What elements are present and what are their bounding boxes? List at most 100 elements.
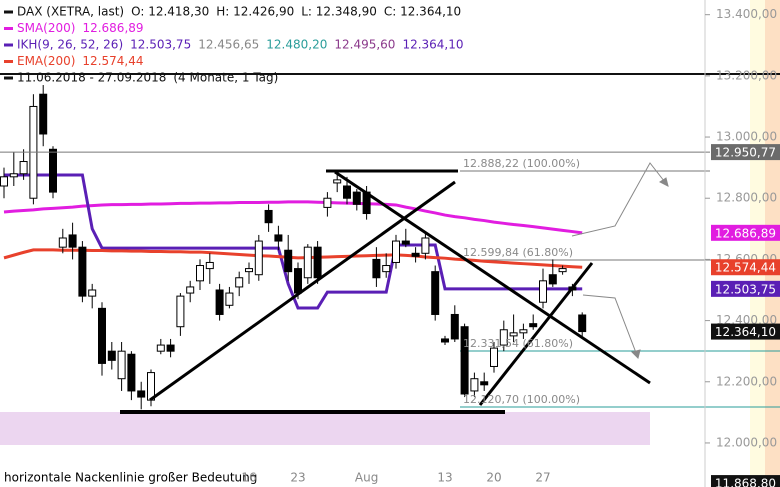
candle-body xyxy=(372,258,381,279)
trend-line xyxy=(478,262,594,406)
candle-body xyxy=(352,191,361,205)
candle-body xyxy=(313,246,322,279)
candle-body xyxy=(58,237,67,248)
candle-body xyxy=(127,353,136,392)
session-strip xyxy=(765,0,780,487)
candle-body xyxy=(88,289,97,297)
candle-body xyxy=(186,286,195,294)
price-badge-label: 12.574,44 xyxy=(715,261,776,275)
header-text: C: 12.364,10 xyxy=(384,5,461,19)
header-text: DAX (XETRA, last) xyxy=(17,5,124,19)
header-text: O: 12.418,30 xyxy=(131,5,209,19)
header-text: 11.06.2018 - 27.09.2018 xyxy=(17,71,166,85)
candle-body xyxy=(460,326,469,395)
candle-body xyxy=(117,350,126,380)
y-tick-label: 13.400,00 xyxy=(716,7,777,21)
arrows xyxy=(571,162,669,359)
candle-body xyxy=(529,323,538,328)
trend-line xyxy=(149,180,456,402)
candle-body xyxy=(509,332,518,337)
fib-label: 12.120,70 (100.00%) xyxy=(463,393,580,406)
candle-body xyxy=(558,268,567,273)
header: DAX (XETRA, last) O: 12.418,30 H: 12.426,9… xyxy=(4,5,464,85)
candle-body xyxy=(274,234,283,242)
support-zone xyxy=(0,412,650,445)
x-tick-label: 27 xyxy=(535,471,550,485)
price-badge xyxy=(711,475,780,487)
y-tick-label: 13.200,00 xyxy=(716,68,777,82)
drawings xyxy=(120,169,651,414)
candle-body xyxy=(205,261,214,270)
header-text: EMA(200) xyxy=(17,54,75,68)
candle-body xyxy=(98,307,106,364)
x-tick-label: Aug xyxy=(355,471,378,485)
candle-body xyxy=(401,240,410,245)
price-badge-label: 11.868,80 xyxy=(715,477,776,487)
arrow-head xyxy=(659,177,669,187)
candle-body xyxy=(490,347,498,367)
candle-body xyxy=(411,252,420,257)
y-tick-label: 13.000,00 xyxy=(716,130,777,144)
price-badge xyxy=(711,323,780,340)
fib-label: 12.331,54 (61.80%) xyxy=(463,337,573,350)
candle-body xyxy=(78,246,87,297)
note: horizontale Nackenlinie großer Bedeutung xyxy=(4,471,257,485)
candle-body xyxy=(39,93,48,135)
price-badge-label: 12.686,89 xyxy=(715,226,776,240)
candle-body xyxy=(166,344,175,352)
candle-body xyxy=(519,329,528,334)
candle-body xyxy=(539,280,547,303)
candle-body xyxy=(578,314,587,333)
indicator-line xyxy=(4,173,583,310)
candle-body xyxy=(450,313,459,340)
candle-body xyxy=(441,338,449,343)
x-tick-label: 20 xyxy=(486,471,501,485)
candle-body xyxy=(176,295,185,328)
indicator-line xyxy=(3,248,583,269)
header-text: 12.495,60 xyxy=(334,38,395,52)
candle-body xyxy=(215,289,224,315)
arrow-head xyxy=(631,349,641,359)
header-text: 12.503,75 xyxy=(130,38,191,52)
candle-body xyxy=(49,148,57,193)
session-strip xyxy=(750,0,765,487)
header-text: 12.456,65 xyxy=(198,38,259,52)
header-text: SMA(200) xyxy=(17,21,75,35)
candle-body xyxy=(333,179,342,184)
candle-body xyxy=(470,378,479,392)
candle-body xyxy=(294,268,302,294)
price-badge-label: 12.503,75 xyxy=(715,282,776,296)
arrow xyxy=(582,294,639,359)
candle-body xyxy=(421,237,430,254)
header-text: 12.364,10 xyxy=(402,38,463,52)
trend-line xyxy=(334,170,651,385)
candle-body xyxy=(235,277,244,288)
candle-body xyxy=(245,268,253,273)
candle-body xyxy=(303,246,312,279)
candle-body xyxy=(68,234,77,248)
candle-body xyxy=(0,176,8,187)
candle-body xyxy=(225,292,234,306)
candle-body xyxy=(431,271,440,315)
fib-label: 12.599,84 (61.80%) xyxy=(463,246,573,259)
header-text: L: 12.348,90 xyxy=(301,5,377,19)
candle-body xyxy=(137,390,146,398)
x-tick-label: 13 xyxy=(437,471,452,485)
candle-body xyxy=(254,240,263,276)
candle-body xyxy=(392,240,400,263)
header-text: IKH(9, 26, 52, 26) xyxy=(17,38,123,52)
candle-body xyxy=(343,185,351,199)
candle-body xyxy=(156,344,165,352)
plot-area xyxy=(0,85,710,410)
price-badge xyxy=(711,144,780,161)
candle-body xyxy=(480,381,489,386)
x-tick-label: 16 xyxy=(241,471,256,485)
header-text: 12.686,89 xyxy=(82,21,143,35)
candle-body xyxy=(107,350,116,361)
price-badge-label: 12.364,10 xyxy=(715,325,776,339)
candle-body xyxy=(19,161,28,175)
candle-body xyxy=(499,329,508,346)
indicator-line xyxy=(3,200,583,235)
candle-body xyxy=(382,265,391,273)
